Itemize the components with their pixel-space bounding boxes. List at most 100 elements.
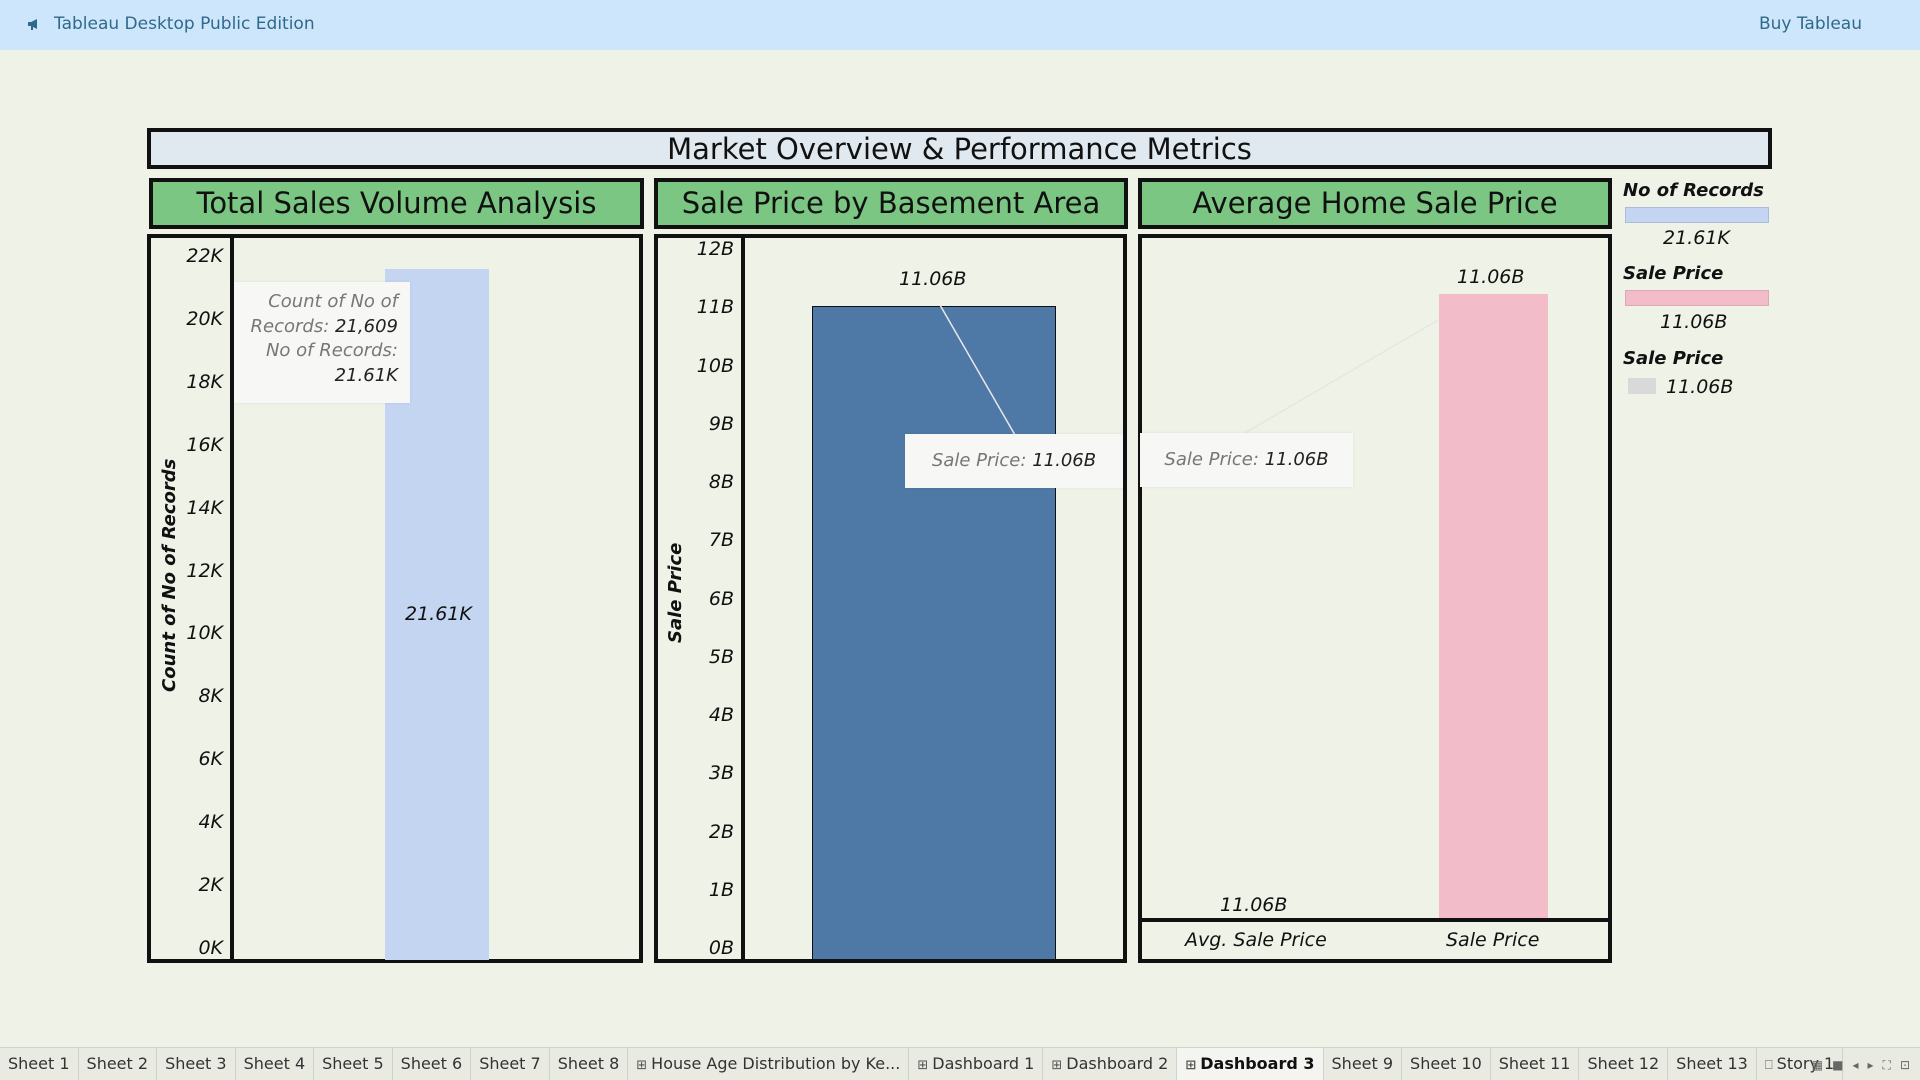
tab-sheet-2[interactable]: Sheet 2 bbox=[79, 1048, 158, 1080]
y2-tick-7b: 7B bbox=[708, 529, 734, 552]
tab-sheet-13[interactable]: Sheet 13 bbox=[1668, 1048, 1757, 1080]
tooltip-sale-price-basement: Sale Price: 11.06B bbox=[905, 434, 1123, 488]
tab-sheet-9[interactable]: Sheet 9 bbox=[1324, 1048, 1403, 1080]
tab-label: Dashboard 2 bbox=[1066, 1054, 1169, 1073]
bar-sale-price[interactable] bbox=[812, 305, 1056, 960]
y2-tick-3b: 3B bbox=[708, 762, 734, 785]
tab-sheet-3[interactable]: Sheet 3 bbox=[157, 1048, 236, 1080]
dashboard-icon: ⊞ bbox=[1185, 1058, 1197, 1073]
fullscreen-icon[interactable]: ⛶ bbox=[1882, 1058, 1891, 1072]
prev-sheet-icon[interactable]: ◂ bbox=[1852, 1058, 1859, 1072]
y2-tick-12b: 12B bbox=[696, 238, 734, 260]
dashboard-icon: ⊞ bbox=[1051, 1058, 1063, 1073]
tab-house-age-distribution-by-ke[interactable]: ⊞ House Age Distribution by Ke... bbox=[628, 1048, 910, 1080]
y1-tick-22k: 22K bbox=[186, 245, 223, 267]
category-label-avg-sale-price: Avg. Sale Price bbox=[1185, 929, 1327, 951]
panel-header-basement-area: Sale Price by Basement Area bbox=[654, 178, 1128, 229]
tab-label: Sheet 13 bbox=[1676, 1054, 1748, 1073]
y2-tick-4b: 4B bbox=[708, 704, 734, 726]
next-sheet-icon[interactable]: ▸ bbox=[1867, 1058, 1874, 1072]
top-bar: Tableau Desktop Public Edition Buy Table… bbox=[0, 0, 1920, 50]
y2-tick-2b: 2B bbox=[708, 820, 734, 843]
dashboard-icon: ⊞ bbox=[636, 1058, 648, 1073]
legend-title-sale-price-2: Sale Price bbox=[1623, 348, 1724, 369]
legend-value-records: 21.61K bbox=[1663, 227, 1730, 249]
tab-label: Sheet 12 bbox=[1587, 1054, 1660, 1073]
tab-sheet-4[interactable]: Sheet 4 bbox=[236, 1048, 315, 1080]
y1-tick-8k: 8K bbox=[198, 685, 223, 708]
tooltip-leader-line-2 bbox=[1244, 319, 1439, 434]
tab-dashboard-2[interactable]: ⊞ Dashboard 2 bbox=[1043, 1048, 1178, 1080]
tab-label: Sheet 6 bbox=[400, 1054, 463, 1073]
legend-swatch-records[interactable] bbox=[1625, 207, 1769, 223]
tab-sheet-5[interactable]: Sheet 5 bbox=[314, 1048, 393, 1080]
tooltip-leader-line bbox=[939, 304, 1016, 436]
bar-label-records: 21.61K bbox=[405, 603, 472, 625]
y1-tick-6k: 6K bbox=[198, 748, 223, 771]
megaphone-icon bbox=[28, 19, 37, 30]
y1-tick-10k: 10K bbox=[186, 622, 223, 645]
legend-swatch-sale-price-2[interactable] bbox=[1628, 378, 1656, 394]
panel-header-sales-volume: Total Sales Volume Analysis bbox=[149, 178, 644, 229]
y1-tick-2k: 2K bbox=[198, 874, 223, 897]
present-icon[interactable]: ⊡ bbox=[1899, 1058, 1910, 1072]
tab-dashboard-1[interactable]: ⊞ Dashboard 1 bbox=[909, 1048, 1044, 1080]
y-axis-title-records: Count of No of Records bbox=[159, 458, 180, 692]
y2-tick-5b: 5B bbox=[708, 645, 734, 668]
tab-sheet-8[interactable]: Sheet 8 bbox=[550, 1048, 629, 1080]
tooltip-sale-price-avg: Sale Price: 11.06B bbox=[1140, 433, 1353, 487]
y1-tick-14k: 14K bbox=[186, 496, 223, 519]
legend-title-records: No of Records bbox=[1623, 180, 1764, 201]
chart-frame-avg-sale-price bbox=[1138, 234, 1612, 963]
bar-label-sale-price: 11.06B bbox=[899, 268, 967, 290]
tab-label: Sheet 7 bbox=[479, 1054, 541, 1073]
story-icon: ⎕ bbox=[1764, 1058, 1773, 1073]
grid-view-icon[interactable]: ▦ bbox=[1811, 1058, 1824, 1072]
buy-tableau-link[interactable]: Buy Tableau bbox=[1758, 14, 1862, 34]
divider bbox=[1138, 918, 1612, 922]
y2-tick-9b: 9B bbox=[708, 412, 734, 435]
y2-tick-0b: 0B bbox=[708, 937, 734, 959]
y1-tick-16k: 16K bbox=[186, 433, 223, 456]
plot-area-basement-area bbox=[741, 234, 1127, 963]
y1-tick-12k: 12K bbox=[186, 559, 223, 582]
sheet-tabs-bar: Sheet 1 Sheet 2 Sheet 3 Sheet 4 Sheet 5 Sheet… bbox=[0, 1047, 1920, 1080]
legend-value-sale-price-2: 11.06B bbox=[1666, 376, 1734, 398]
tab-sheet-12[interactable]: Sheet 12 bbox=[1579, 1048, 1669, 1080]
tab-label: Sheet 5 bbox=[322, 1054, 384, 1073]
legend-value-sale-price: 11.06B bbox=[1660, 311, 1728, 333]
bar-sale-price-pink[interactable] bbox=[1439, 294, 1548, 918]
dashboard-icon: ⊞ bbox=[917, 1058, 929, 1073]
y-axis-title-sale-price: Sale Price bbox=[665, 542, 686, 643]
tab-label: Sheet 2 bbox=[86, 1054, 149, 1073]
y2-tick-1b: 1B bbox=[708, 878, 734, 901]
y2-tick-11b: 11B bbox=[696, 296, 734, 319]
tab-sheet-11[interactable]: Sheet 11 bbox=[1491, 1048, 1580, 1080]
y2-tick-8b: 8B bbox=[708, 471, 734, 493]
tab-label: Sheet 8 bbox=[557, 1054, 620, 1073]
tab-dashboard-3[interactable]: ⊞ Dashboard 3 bbox=[1177, 1048, 1324, 1080]
y2-tick-6b: 6B bbox=[708, 587, 734, 610]
tab-label: Sheet 4 bbox=[243, 1054, 306, 1073]
tab-sheet-1[interactable]: Sheet 1 bbox=[0, 1048, 79, 1080]
tab-sheet-7[interactable]: Sheet 7 bbox=[471, 1048, 550, 1080]
nav-controls: ▦ ■ ◂ ▸ ⛶ ⊡ bbox=[1812, 1058, 1910, 1073]
legend-title-sale-price: Sale Price bbox=[1623, 263, 1724, 284]
tab-label: House Age Distribution by Ke... bbox=[651, 1054, 901, 1073]
bar-label-sale-price-pink: 11.06B bbox=[1457, 266, 1525, 288]
tab-story-1[interactable]: ⎕ Story 1 bbox=[1757, 1048, 1844, 1080]
tab-sheet-10[interactable]: Sheet 10 bbox=[1402, 1048, 1491, 1080]
y1-tick-0k: 0K bbox=[198, 937, 223, 959]
tab-label: Sheet 10 bbox=[1410, 1054, 1482, 1073]
tab-label: Sheet 1 bbox=[8, 1054, 70, 1073]
tab-label: Sheet 11 bbox=[1498, 1054, 1571, 1073]
dashboard-title: Market Overview & Performance Metrics bbox=[147, 128, 1772, 169]
y1-tick-18k: 18K bbox=[186, 370, 223, 393]
tab-label: Dashboard 3 bbox=[1200, 1054, 1315, 1073]
tab-label: Story 1 bbox=[1776, 1054, 1835, 1073]
tab-sheet-6[interactable]: Sheet 6 bbox=[393, 1048, 472, 1080]
filmstrip-icon[interactable]: ■ bbox=[1832, 1058, 1844, 1072]
y2-tick-10b: 10B bbox=[696, 354, 734, 377]
legend-swatch-sale-price[interactable] bbox=[1625, 290, 1769, 306]
category-label-sale-price: Sale Price bbox=[1446, 929, 1540, 951]
